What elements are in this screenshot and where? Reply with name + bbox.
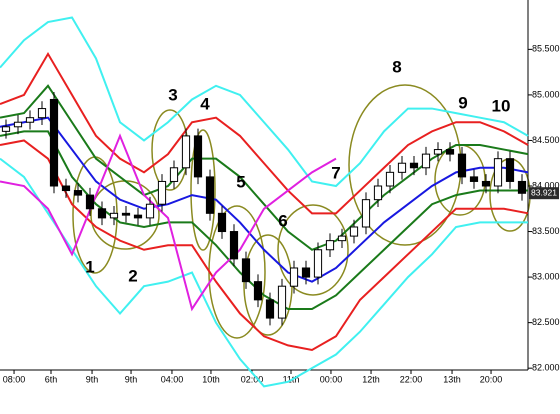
- candle-body: [181, 135, 191, 169]
- y-tick-label: 84.500: [532, 135, 560, 145]
- x-tick-label: 12th: [362, 374, 380, 384]
- candle-body: [433, 149, 443, 155]
- candle-body: [205, 176, 215, 214]
- annotation: 2: [128, 266, 137, 285]
- annotation: 1: [85, 257, 94, 276]
- x-tick-label: 22:00: [400, 374, 423, 384]
- indicator-line: [0, 16, 529, 188]
- annotation: 8: [392, 57, 401, 76]
- candle-body: [61, 185, 71, 192]
- candle-body: [409, 162, 419, 169]
- x-tick-label: 10th: [202, 374, 220, 384]
- candle-body: [121, 212, 131, 216]
- candle-body: [493, 158, 503, 187]
- x-tick-label: 9th: [86, 374, 99, 384]
- candle-body: [313, 249, 323, 278]
- candle-body: [505, 158, 515, 182]
- candle-body: [157, 180, 167, 205]
- candle-body: [25, 117, 35, 123]
- y-tick-label: 84.000: [532, 180, 560, 190]
- candle-body: [109, 212, 119, 219]
- annotation: 6: [278, 211, 287, 230]
- x-tick-label: 9th: [125, 374, 138, 384]
- indicator-line: [0, 157, 528, 388]
- candle-body: [265, 299, 275, 319]
- candle-body: [385, 171, 395, 187]
- candle-body: [373, 185, 383, 201]
- last-price-box: [529, 187, 559, 200]
- candle-body: [229, 231, 239, 260]
- annotation: 7: [331, 163, 340, 182]
- y-tick-label: 83.000: [532, 271, 560, 281]
- x-tick-label: 08:00: [3, 374, 26, 384]
- x-tick-label: 02:00: [241, 374, 264, 384]
- candle-body: [469, 176, 479, 182]
- circle: [190, 129, 216, 251]
- candle-body: [445, 149, 455, 155]
- candle-body: [37, 108, 47, 119]
- candle-body: [1, 126, 11, 132]
- x-tick-label: 20:00: [480, 374, 503, 384]
- candle-body: [361, 199, 371, 228]
- y-tick-label: 82.500: [532, 317, 560, 327]
- candle-body: [97, 208, 107, 219]
- annotation: 10: [492, 96, 511, 115]
- circle: [277, 204, 349, 296]
- candle-body: [301, 267, 311, 278]
- candle-body: [253, 281, 263, 301]
- candle-body: [241, 258, 251, 283]
- indicator-line: [0, 133, 337, 312]
- candle-body: [169, 167, 179, 182]
- x-tick-label: 6th: [45, 374, 58, 384]
- annotation: 9: [458, 93, 467, 112]
- candle-body: [73, 190, 83, 196]
- indicator-line: [0, 116, 529, 283]
- candle-body: [217, 212, 227, 233]
- last-price-label: 83.921: [531, 187, 557, 197]
- y-tick-label: 83.500: [532, 226, 560, 236]
- x-tick-label: 04:00: [161, 374, 184, 384]
- candle-body: [517, 180, 527, 194]
- candle-body: [421, 153, 431, 169]
- candle-body: [289, 267, 299, 287]
- annotation: 3: [168, 85, 177, 104]
- x-tick-label: 00:00: [320, 374, 343, 384]
- annotation: 5: [236, 172, 245, 191]
- candle-body: [49, 98, 59, 187]
- x-tick-label: 13th: [443, 374, 461, 384]
- candle-body: [193, 135, 203, 178]
- candle-body: [85, 194, 95, 210]
- candle-body: [349, 226, 359, 237]
- annotation: 4: [200, 94, 210, 113]
- candle-body: [397, 162, 407, 173]
- candle-body: [325, 240, 335, 251]
- indicator-line: [0, 139, 529, 352]
- y-tick-label: 82.000: [532, 363, 560, 373]
- candle-body: [277, 285, 287, 319]
- candle-body: [133, 214, 143, 219]
- candle-body: [457, 153, 467, 178]
- y-tick-label: 85.000: [532, 89, 560, 99]
- y-tick-label: 85.500: [532, 44, 560, 54]
- indicator-line: [0, 51, 529, 215]
- candle-body: [337, 235, 347, 242]
- candle-body: [481, 180, 491, 187]
- candle-body: [13, 121, 23, 128]
- candle-body: [145, 203, 155, 219]
